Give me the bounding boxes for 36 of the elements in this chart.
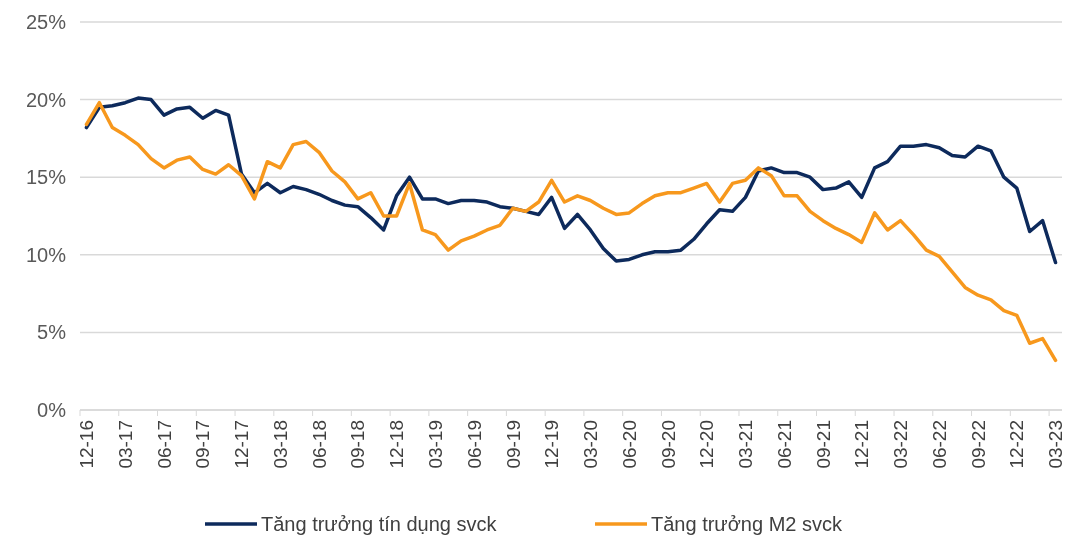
- x-tick-label: 09-22: [967, 420, 989, 469]
- x-tick-label: 06-21: [773, 420, 795, 469]
- x-tick-label: 12-19: [541, 420, 563, 469]
- x-tick-label: 12-18: [386, 420, 408, 469]
- y-tick-label: 25%: [25, 11, 67, 33]
- x-tick-label: 12-21: [851, 420, 873, 469]
- y-tick-label: 10%: [25, 243, 67, 266]
- x-tick-label: 03-19: [424, 420, 446, 469]
- y-tick-label: 15%: [25, 166, 67, 189]
- x-tick-label: 09-19: [502, 420, 524, 469]
- x-tick-label: 09-21: [812, 420, 834, 469]
- x-tick-label: 09-18: [347, 420, 369, 469]
- legend-label: Tăng trưởng M2 svck: [651, 513, 844, 535]
- x-tick-label: 03-18: [269, 420, 291, 469]
- x-tick-label: 06-19: [463, 420, 485, 469]
- x-tick-label: 03-23: [1045, 420, 1066, 469]
- x-tick-label: 12-20: [696, 420, 718, 469]
- x-tick-label: 12-22: [1006, 420, 1028, 469]
- x-tick-label: 03-17: [114, 420, 136, 469]
- x-tick-label: 03-22: [890, 420, 912, 469]
- legend-label: Tăng trưởng tín dụng svck: [261, 513, 498, 535]
- line-series: [84, 100, 1058, 363]
- x-tick-label: 12-17: [231, 420, 253, 469]
- x-tick-label: 06-22: [928, 420, 950, 469]
- line-series: [84, 96, 1058, 265]
- x-tick-label: 06-18: [308, 420, 330, 469]
- y-tick-label: 5%: [37, 321, 67, 344]
- y-tick-label: 20%: [25, 88, 67, 111]
- x-tick-label: 06-17: [153, 420, 175, 469]
- x-tick-label: 09-20: [657, 420, 679, 469]
- y-tick-label: 0%: [37, 399, 67, 421]
- x-tick-label: 12-16: [76, 420, 98, 469]
- x-tick-label: 03-20: [580, 420, 602, 469]
- x-tick-label: 06-20: [618, 420, 640, 469]
- x-tick-label: 09-17: [192, 420, 214, 469]
- x-tick-label: 03-21: [735, 420, 757, 469]
